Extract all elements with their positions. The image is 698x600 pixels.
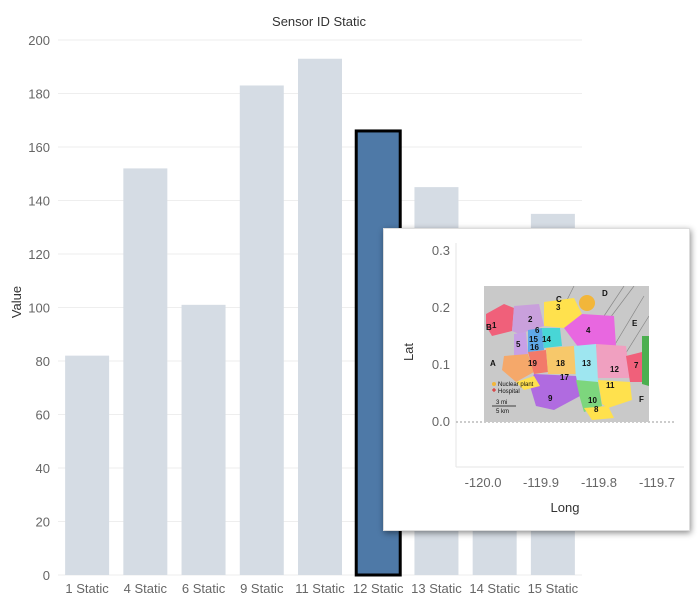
svg-text:Hospital: Hospital [498, 389, 520, 395]
svg-text:1: 1 [492, 321, 497, 330]
svg-text:B: B [486, 323, 492, 332]
tooltip-x-label: Long [551, 500, 580, 515]
bar[interactable] [298, 58, 342, 576]
bar[interactable] [239, 85, 284, 575]
svg-text:17: 17 [560, 373, 569, 382]
tooltip-x-ticks: -120.0 -119.9 -119.8 -119.7 [465, 475, 675, 490]
svg-text:7: 7 [634, 361, 639, 370]
svg-text:8: 8 [594, 405, 599, 414]
tooltip-y-tick-label: 0.1 [432, 357, 450, 372]
x-tick-label: 15 Static [528, 581, 579, 596]
svg-text:C: C [556, 295, 562, 304]
svg-text:14: 14 [542, 335, 551, 344]
svg-text:12: 12 [610, 365, 619, 374]
tooltip-panel: 0.3 0.2 0.1 0.0 -120.0 -119.9 -119.8 -119.7 Lo… [383, 228, 690, 531]
svg-text:15: 15 [529, 335, 538, 344]
y-tick-label: 120 [28, 247, 50, 262]
y-tick-label: 80 [36, 354, 50, 369]
svg-text:13: 13 [582, 359, 591, 368]
y-tick-label: 140 [28, 194, 50, 209]
svg-text:F: F [639, 395, 644, 404]
tooltip-axes: 0.3 0.2 0.1 0.0 -120.0 -119.9 -119.8 -119.7 Lo… [401, 243, 684, 515]
x-axis-ticks: 1 Static 4 Static 6 Static 9 Static 11 Stati… [65, 581, 578, 596]
svg-text:16: 16 [530, 343, 539, 352]
y-tick-label: 200 [28, 33, 50, 48]
x-tick-label: 14 Static [469, 581, 520, 596]
y-tick-label: 60 [36, 408, 50, 423]
x-tick-label: 6 Static [182, 581, 226, 596]
tooltip-x-tick-label: -119.7 [639, 475, 675, 490]
bar[interactable] [123, 168, 168, 575]
y-tick-label: 20 [36, 515, 50, 530]
tooltip-y-label: Lat [401, 343, 416, 361]
svg-text:D: D [602, 289, 608, 298]
tooltip-y-tick-label: 0.0 [432, 414, 450, 429]
chart-title: Sensor ID Static [272, 14, 366, 29]
y-tick-label: 100 [28, 301, 50, 316]
svg-text:10: 10 [588, 396, 597, 405]
svg-text:5 km: 5 km [496, 409, 509, 415]
svg-text:11: 11 [606, 381, 615, 390]
y-tick-label: 160 [28, 140, 50, 155]
tooltip-y-tick-label: 0.3 [432, 243, 450, 258]
x-tick-label: 13 Static [411, 581, 462, 596]
x-tick-label: 11 Static [295, 581, 345, 596]
bar[interactable] [65, 355, 110, 575]
bar[interactable] [181, 304, 226, 575]
svg-text:2: 2 [528, 315, 533, 324]
x-tick-label: 12 Static [353, 581, 404, 596]
x-tick-label: 4 Static [124, 581, 168, 596]
y-tick-label: 0 [43, 568, 50, 583]
svg-text:3: 3 [556, 303, 561, 312]
tooltip-x-tick-label: -119.8 [581, 475, 617, 490]
tooltip-y-ticks: 0.3 0.2 0.1 0.0 [432, 243, 450, 429]
svg-text:Nuclear plant: Nuclear plant [498, 382, 534, 388]
tooltip-y-tick-label: 0.2 [432, 300, 450, 315]
svg-text:3 mi: 3 mi [496, 400, 507, 406]
y-axis-label: Value [9, 286, 24, 318]
svg-text:6: 6 [535, 326, 540, 335]
svg-text:5: 5 [516, 340, 521, 349]
svg-text:A: A [490, 359, 496, 368]
x-tick-label: 9 Static [240, 581, 284, 596]
y-tick-label: 180 [28, 87, 50, 102]
y-tick-label: 40 [36, 461, 50, 476]
svg-text:18: 18 [556, 359, 565, 368]
svg-text:4: 4 [586, 326, 591, 335]
svg-text:19: 19 [528, 359, 537, 368]
y-axis-ticks: 0 20 40 60 80 100 120 140 160 180 200 [28, 33, 50, 583]
tooltip-x-tick-label: -119.9 [523, 475, 559, 490]
svg-text:E: E [632, 319, 638, 328]
svg-text:9: 9 [548, 394, 553, 403]
tooltip-x-tick-label: -120.0 [465, 475, 502, 490]
x-tick-label: 1 Static [65, 581, 109, 596]
